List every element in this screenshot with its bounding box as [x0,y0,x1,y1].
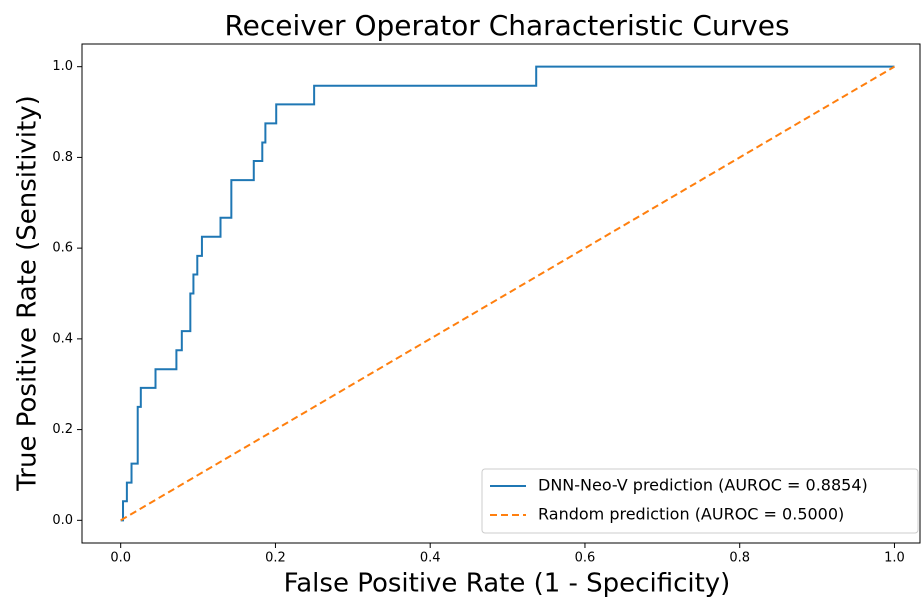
y-axis-label: True Positive Rate (Sensitivity) [13,95,43,492]
series-line [120,65,895,522]
y-tick-label: 0.4 [52,331,73,346]
chart-title: Receiver Operator Characteristic Curves [224,9,789,42]
y-tick-label: 0.0 [52,513,73,528]
x-tick-label: 0.2 [265,551,286,566]
series-line [120,65,895,522]
x-tick-label: 0.0 [110,551,131,566]
legend-label: Random prediction (AUROC = 0.5000) [538,505,844,524]
y-tick-label: 0.8 [52,150,73,165]
legend-box [481,468,919,534]
plot-frame [81,43,921,544]
legend: DNN-Neo-V prediction (AUROC = 0.8854) Ran… [481,468,919,534]
legend-label: DNN-Neo-V prediction (AUROC = 0.8854) [538,476,868,495]
x-tick-label: 0.8 [729,551,750,566]
x-tick-label: 0.6 [575,551,596,566]
x-axis-label: False Positive Rate (1 - Specificity) [284,569,731,599]
x-tick-label: 1.0 [884,551,905,566]
y-tick-label: 0.6 [52,241,73,256]
x-tick-label: 0.4 [420,551,441,566]
y-tick-label: 0.2 [52,422,73,437]
y-tick-label: 1.0 [52,59,73,74]
